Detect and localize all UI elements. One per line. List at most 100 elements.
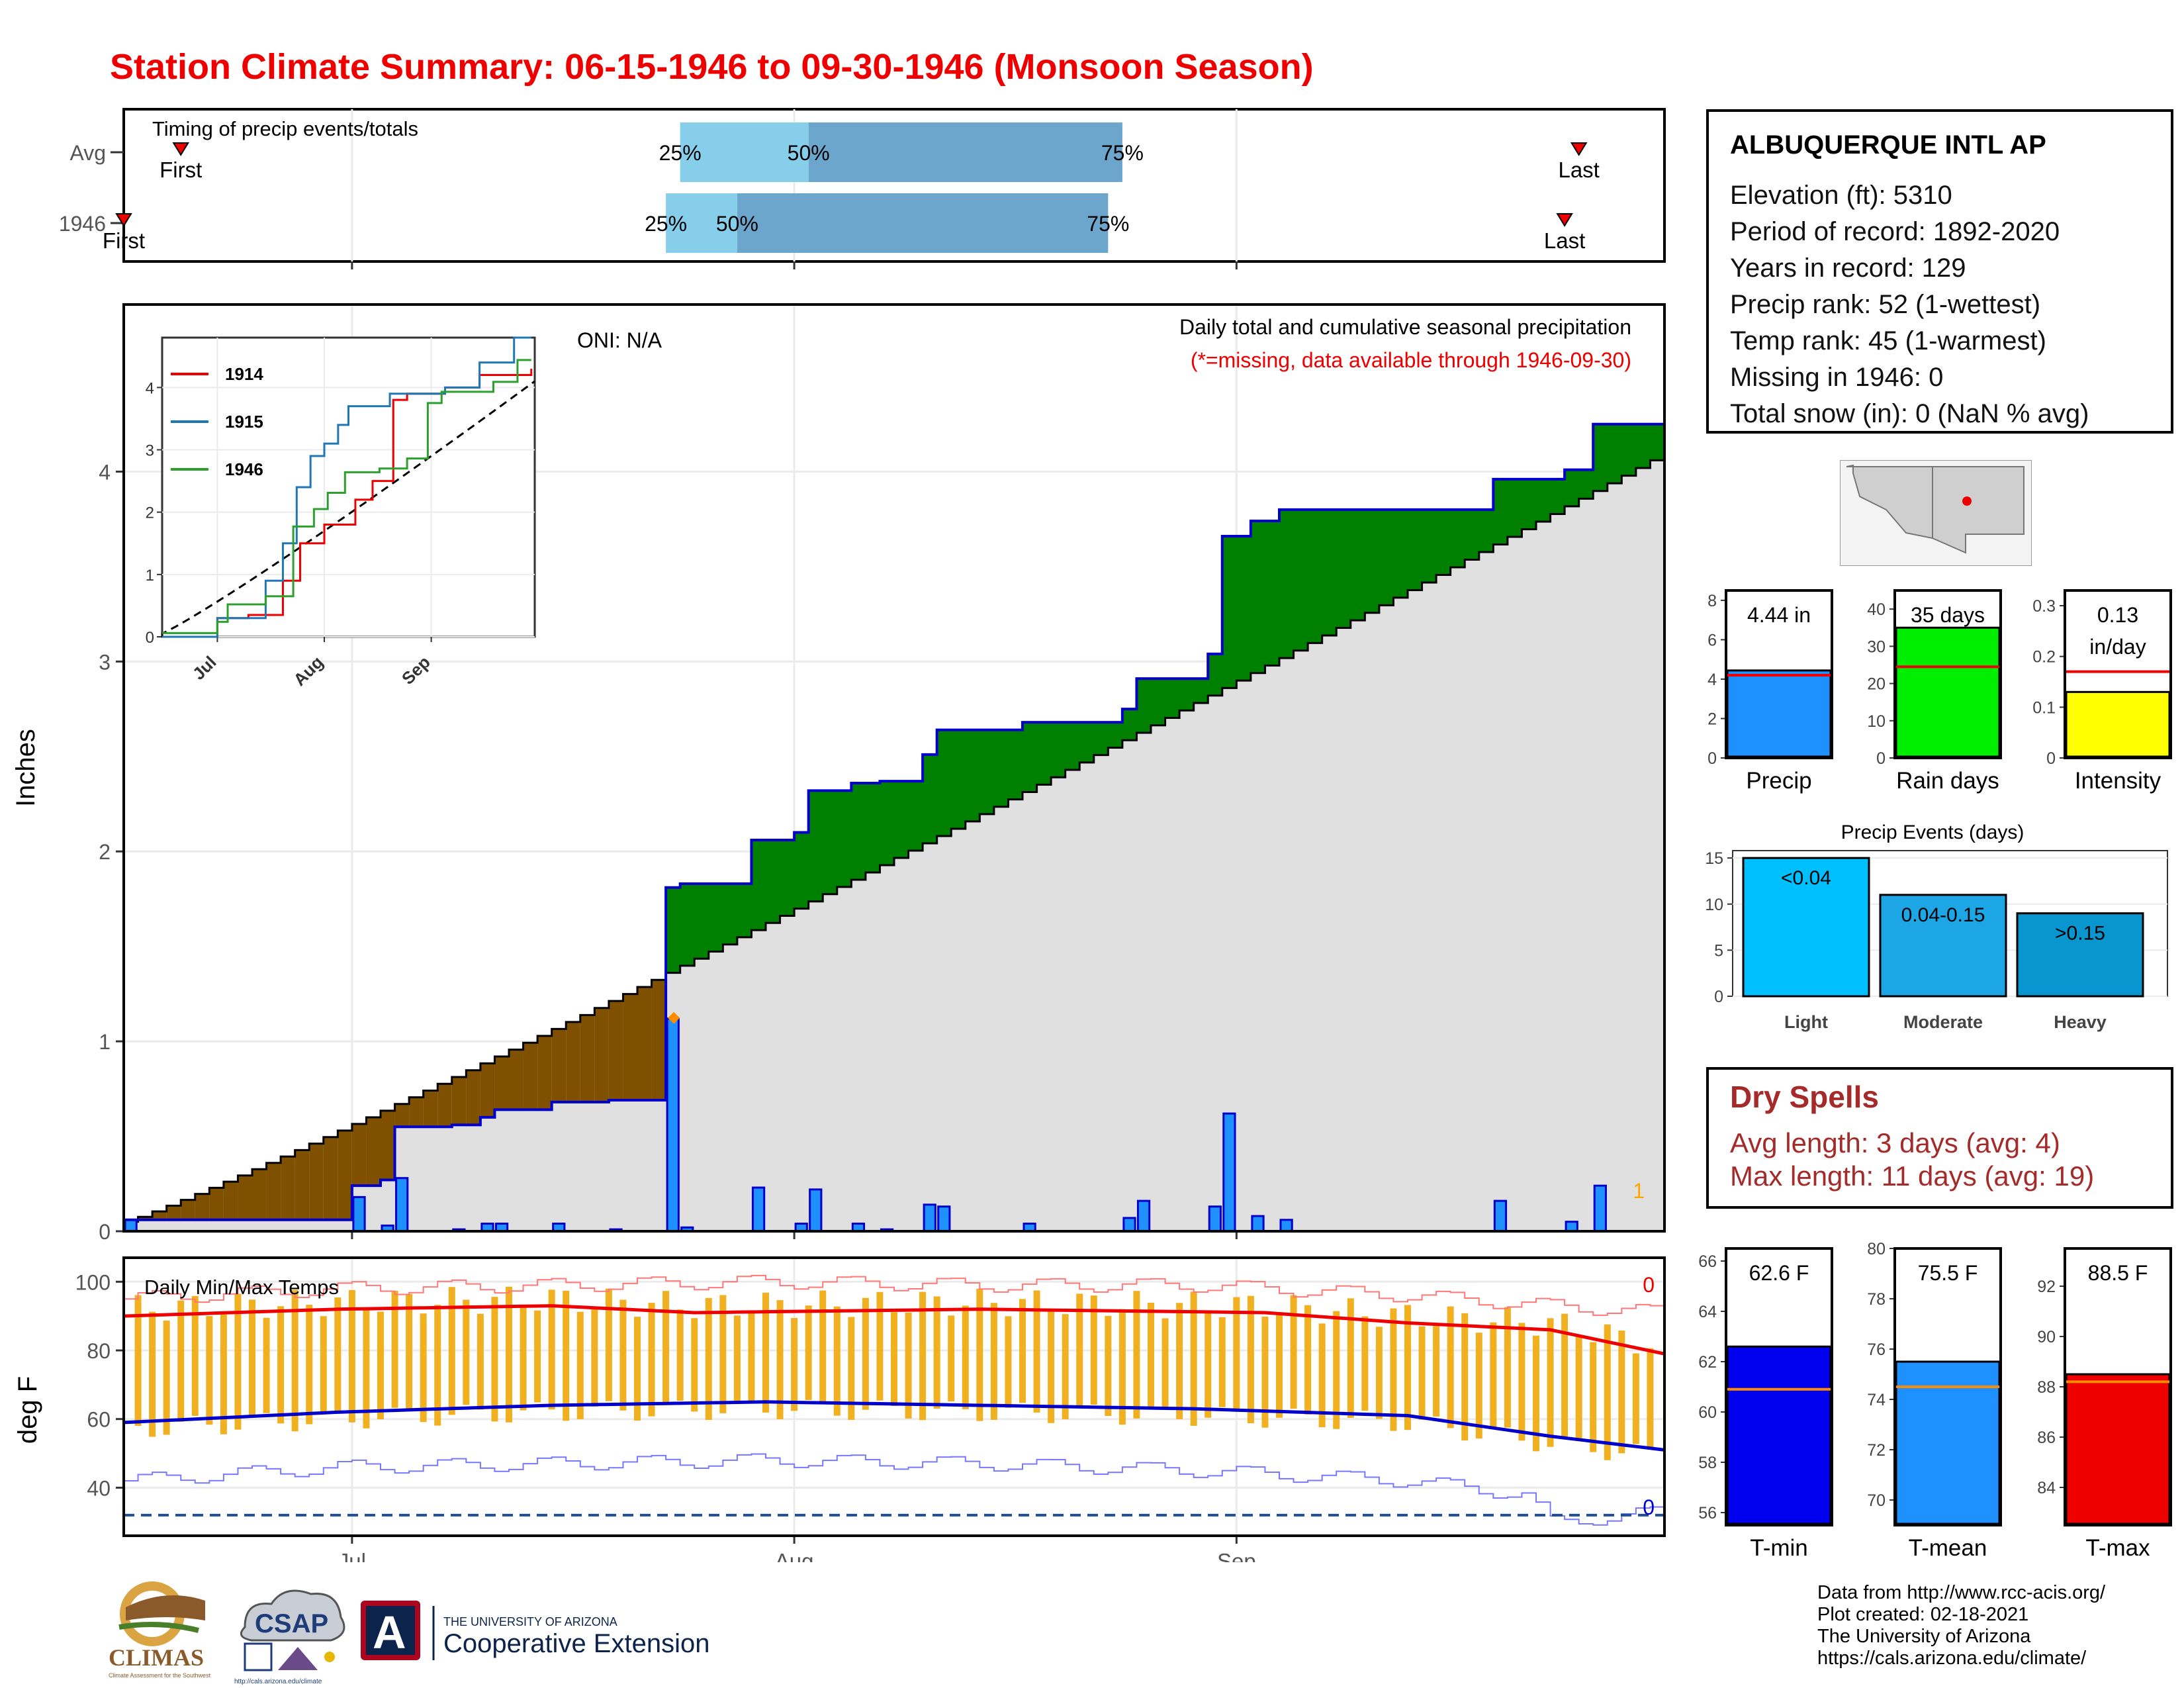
- daily-precip-bar: [352, 1196, 366, 1233]
- daily-temp-bar: [277, 1306, 285, 1424]
- daily-temp-bar: [1247, 1295, 1254, 1424]
- normal-area-step: [1250, 673, 1266, 1231]
- temps-missing-bottom: 0: [1643, 1495, 1655, 1519]
- precip-ytick-label: 1: [99, 1030, 111, 1054]
- deficit-area-step: [437, 1084, 453, 1127]
- surplus-area-step: [1308, 509, 1323, 643]
- surplus-area-step: [723, 884, 738, 945]
- station-temp-rank: Temp rank: 45 (1-warmest): [1730, 326, 2046, 355]
- mini-ytick-label: 8: [1707, 592, 1717, 610]
- timing-last-label: Last: [1544, 228, 1585, 253]
- normal-area-step: [1193, 702, 1208, 1231]
- normal-area-step: [993, 806, 1009, 1231]
- surplus-area-step: [1008, 729, 1023, 800]
- normal-area-step: [708, 951, 723, 1231]
- credit-data-source: Data from http://www.rcc-acis.org/: [1817, 1582, 2106, 1603]
- normal-area-step: [1578, 498, 1594, 1232]
- normal-area-step: [1151, 725, 1166, 1231]
- timing-first-marker: [172, 142, 190, 156]
- surplus-area-step: [1293, 509, 1308, 651]
- temps-xtick-label: Sep: [1217, 1549, 1256, 1562]
- deficit-area-step: [195, 1194, 210, 1220]
- mini-ytick-label: 92: [2037, 1278, 2056, 1296]
- normal-area-step: [1336, 628, 1351, 1231]
- station-snow: Total snow (in): 0 (NaN % avg): [1730, 399, 2089, 428]
- inset-legend-label: 1946: [225, 459, 263, 479]
- normal-area-step: [1051, 777, 1066, 1231]
- daily-temp-bar: [391, 1290, 398, 1408]
- surplus-area-step: [1650, 424, 1665, 461]
- events-bar-label: >0.15: [2055, 923, 2105, 945]
- mini-ytick-label: 0.3: [2032, 597, 2056, 616]
- daily-temp-bar: [1118, 1309, 1126, 1425]
- daily-precip-bar: [1222, 1112, 1236, 1233]
- timing-row-label: 1946: [59, 212, 106, 236]
- locator-map: [1840, 460, 2032, 566]
- mini-ytick-label: 0.2: [2032, 648, 2056, 667]
- daily-temp-bar: [1604, 1324, 1611, 1460]
- temps-ytick-label: 100: [75, 1270, 111, 1294]
- daily-temp-bar: [805, 1305, 812, 1401]
- daily-temp-bar: [1590, 1342, 1597, 1452]
- daily-temp-bar: [206, 1316, 213, 1425]
- oni-label: ONI: N/A: [577, 328, 662, 352]
- mini-ytick-label: 90: [2037, 1328, 2056, 1346]
- daily-temp-bar: [506, 1286, 512, 1423]
- daily-precip-bar: [809, 1188, 823, 1233]
- surplus-area-step: [1507, 479, 1523, 538]
- normal-area-step: [794, 908, 809, 1231]
- normal-area-step: [1607, 483, 1622, 1231]
- daily-temp-bar: [648, 1303, 655, 1417]
- daily-temp-bar: [1461, 1313, 1469, 1441]
- daily-temp-bar: [1148, 1302, 1154, 1407]
- surplus-area-step: [865, 782, 881, 873]
- daily-temp-bar: [591, 1307, 598, 1407]
- mini-ytick-label: 64: [1698, 1303, 1717, 1321]
- surplus-area-step: [1350, 509, 1365, 621]
- surplus-area-step: [1322, 509, 1337, 635]
- daily-temp-bar: [563, 1290, 570, 1421]
- daily-temp-bar: [733, 1315, 741, 1401]
- surplus-area-step: [936, 729, 952, 837]
- daily-temp-bar: [1062, 1314, 1069, 1420]
- deficit-area-step: [338, 1130, 353, 1220]
- daily-temp-bar: [534, 1310, 541, 1403]
- timing-last-marker: [1570, 142, 1588, 156]
- events-category-label: Heavy: [2054, 1012, 2107, 1032]
- normal-area-step: [1179, 710, 1195, 1231]
- temps-xtick-label: Jul: [338, 1549, 366, 1562]
- surplus-area-step: [1422, 509, 1437, 583]
- dry-spells-avg: Avg length: 3 days (avg: 4): [1730, 1127, 2060, 1158]
- normal-area-step: [1350, 620, 1365, 1231]
- record-tmax-line: [124, 1274, 1665, 1316]
- daily-precip-bar: [751, 1186, 766, 1233]
- daily-temp-bar: [1475, 1333, 1482, 1439]
- normal-area-step: [1621, 475, 1637, 1231]
- normal-area-step: [766, 923, 781, 1231]
- daily-temp-bar: [705, 1297, 712, 1420]
- station-precip-rank: Precip rank: 52 (1-wettest): [1730, 290, 2041, 319]
- normal-area-step: [1322, 635, 1337, 1231]
- surplus-area-step: [1179, 679, 1195, 711]
- daily-temp-bar: [619, 1299, 627, 1411]
- daily-temp-bar: [1076, 1293, 1083, 1407]
- events-category-label: Moderate: [1903, 1012, 1983, 1032]
- mini-value-label: 0.13: [2097, 603, 2138, 627]
- deficit-area-step: [266, 1162, 281, 1220]
- avg-tmax-line: [123, 1304, 1665, 1356]
- inset-ytick-label: 3: [146, 442, 154, 460]
- daily-temp-bar: [149, 1311, 156, 1437]
- surplus-area-step: [880, 781, 895, 866]
- normal-area-step: [1093, 755, 1109, 1231]
- normal-area-step: [1507, 537, 1523, 1231]
- timing-bar-q50-q75: [808, 122, 1122, 182]
- timing-chart: Timing of precip events/totals Avg 25% 50% 7…: [59, 108, 1666, 269]
- daily-temp-bar: [163, 1320, 170, 1435]
- credit-university: The University of Arizona: [1817, 1626, 2031, 1647]
- station-location-marker: [1962, 496, 1972, 506]
- daily-temp-bar: [819, 1290, 827, 1403]
- daily-temp-bar: [1304, 1305, 1312, 1415]
- precip-title: Daily total and cumulative seasonal prec…: [1179, 315, 1631, 339]
- precip-ytick-label: 2: [99, 840, 111, 864]
- csap-logo: CSAP http://cals.arizona.edu/climate: [234, 1589, 345, 1685]
